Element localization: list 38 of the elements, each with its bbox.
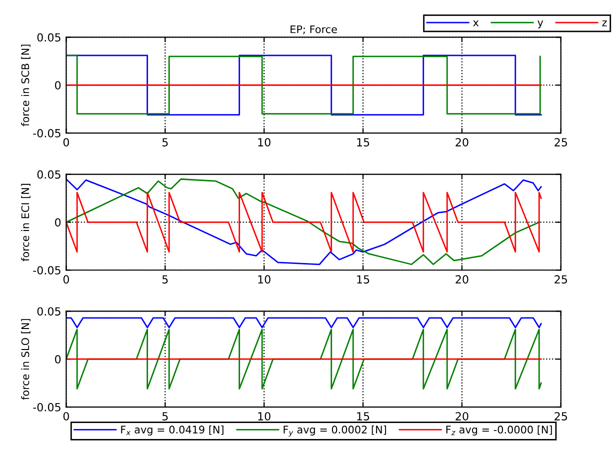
x-tick-label: 20 (456, 275, 468, 284)
y-tick-label: 0 (55, 218, 61, 227)
x-tick-label: 5 (162, 412, 168, 420)
y-tick-label: 0.05 (37, 33, 60, 42)
x-tick-label: 20 (456, 138, 468, 146)
x-tick-label: 5 (162, 138, 168, 146)
legend-label: y (538, 20, 544, 28)
x-tick-label: 10 (258, 275, 270, 284)
x-tick-label: 25 (554, 275, 567, 284)
y-axis-title: force in SCB [N] (21, 44, 30, 126)
x-tick-label: 0 (63, 138, 69, 146)
legend-label: F$_{z}$ avg = -0.0000 [N] (446, 425, 552, 436)
y-tick-label: 0 (55, 355, 61, 364)
y-tick-label: -0.05 (33, 266, 60, 275)
x-tick-label: 25 (554, 138, 567, 146)
x-tick-label: 5 (162, 275, 168, 284)
x-tick-label: 25 (554, 412, 567, 420)
x-tick-label: 0 (63, 412, 69, 420)
legend-label: F$_{x}$ avg = 0.0419 [N] (121, 425, 224, 436)
y-tick-label: 0.05 (37, 307, 60, 316)
x-tick-label: 15 (357, 412, 370, 420)
y-tick-label: -0.05 (33, 402, 60, 412)
chart-title: EP; Force (290, 25, 337, 34)
y-tick-label: 0 (55, 81, 61, 90)
line-series (66, 192, 542, 253)
y-axis-title: force in ECI [N] (21, 184, 30, 262)
x-tick-label: 10 (258, 138, 270, 146)
x-tick-label: 15 (357, 138, 370, 146)
x-tick-label: 10 (258, 412, 270, 420)
y-tick-label: -0.05 (33, 128, 60, 138)
x-tick-label: 20 (456, 412, 468, 420)
legend-label: x (473, 20, 479, 26)
x-tick-label: 0 (63, 275, 69, 284)
legend-label: F$_{y}$ avg = 0.0002 [N] (284, 425, 386, 437)
x-tick-label: 15 (357, 275, 370, 284)
y-axis-title: force in SLO [N] (21, 319, 30, 400)
y-tick-label: 0.05 (37, 170, 60, 179)
legend-label: z (602, 20, 607, 26)
